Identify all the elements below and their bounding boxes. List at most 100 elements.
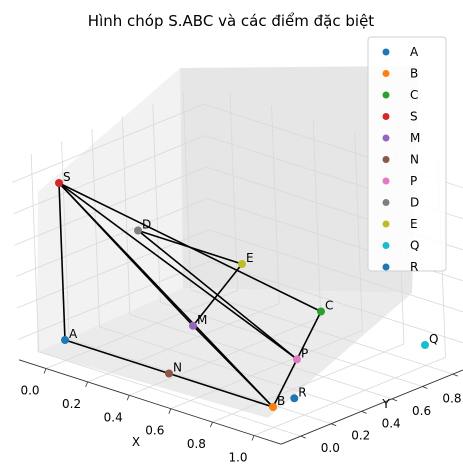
y-tick-label: 0.4 bbox=[382, 416, 401, 430]
grid-line bbox=[69, 338, 332, 425]
point-B bbox=[269, 403, 277, 411]
grid-line bbox=[253, 356, 446, 436]
tick-mark bbox=[452, 373, 458, 377]
grid-line bbox=[354, 132, 363, 331]
legend-label-E: E bbox=[410, 217, 418, 231]
point-S bbox=[55, 179, 63, 187]
x-tick-label: 0.2 bbox=[62, 397, 81, 411]
legend-label-S: S bbox=[410, 110, 418, 124]
y-tick-label: 0.2 bbox=[351, 429, 370, 443]
grid-line bbox=[312, 119, 322, 318]
point-label-A: A bbox=[69, 327, 78, 341]
tick-mark bbox=[251, 435, 255, 441]
tick-mark bbox=[300, 435, 306, 439]
edge-S-P bbox=[58, 182, 298, 360]
legend-marker-P bbox=[382, 177, 390, 185]
legend-label-P: P bbox=[410, 174, 417, 188]
tick-mark bbox=[210, 421, 213, 428]
grid-line bbox=[13, 135, 206, 215]
edge-M-E bbox=[192, 263, 243, 327]
pyramid-edges bbox=[58, 182, 322, 408]
point-E bbox=[238, 260, 246, 268]
legend-marker-N bbox=[382, 156, 390, 163]
x-tick-label: 0.0 bbox=[20, 384, 39, 398]
edge-M-B bbox=[192, 325, 274, 408]
legend-label-B: B bbox=[410, 67, 418, 81]
legend-marker-Q bbox=[382, 242, 390, 249]
point-label-S: S bbox=[63, 170, 71, 184]
point-P bbox=[293, 355, 301, 364]
legend-marker-C bbox=[382, 91, 390, 99]
point-N bbox=[165, 369, 173, 378]
chart-title: Hình chóp S.ABC và các điểm đặc biệt bbox=[88, 12, 375, 30]
point-label-P: P bbox=[301, 346, 308, 360]
legend-label-A: A bbox=[410, 45, 419, 59]
grid-line bbox=[152, 104, 161, 303]
legend-box bbox=[367, 36, 447, 272]
tick-mark bbox=[126, 395, 130, 401]
y-tick-label: 0.8 bbox=[442, 392, 461, 406]
legend-label-N: N bbox=[410, 153, 419, 167]
tick-labels: 0.00.20.40.60.81.00.00.20.40.60.81.00.00… bbox=[20, 368, 461, 465]
edge-D-E bbox=[137, 229, 243, 265]
point-R bbox=[290, 394, 299, 403]
legend-label-D: D bbox=[410, 196, 419, 210]
legend-marker-D bbox=[382, 199, 390, 206]
point-label-N: N bbox=[173, 361, 182, 375]
grid-line bbox=[38, 351, 301, 437]
point-label-M: M bbox=[197, 313, 207, 327]
x-tick-label: 0.6 bbox=[145, 424, 164, 438]
tick-mark bbox=[43, 368, 47, 374]
grid-line bbox=[18, 260, 210, 340]
tick-mark bbox=[168, 408, 172, 414]
y-tick-label: 0.6 bbox=[412, 404, 431, 418]
grid-line bbox=[45, 289, 238, 369]
grid-line bbox=[209, 260, 463, 344]
grid-line bbox=[14, 166, 207, 246]
legend-marker-E bbox=[382, 220, 390, 228]
grid-line bbox=[212, 343, 405, 423]
edge-S-A bbox=[58, 182, 66, 341]
grid-line bbox=[61, 141, 70, 340]
point-label-E: E bbox=[246, 251, 254, 265]
tick-mark bbox=[361, 410, 367, 414]
point-label-C: C bbox=[325, 299, 333, 313]
grid-line bbox=[160, 301, 423, 387]
point-C bbox=[317, 307, 325, 316]
x-tick-label: 0.8 bbox=[187, 437, 206, 451]
tick-mark bbox=[422, 386, 428, 389]
x-tick-label: 0.4 bbox=[104, 410, 123, 424]
grid-line bbox=[12, 103, 204, 183]
grid-line bbox=[271, 105, 280, 304]
axis-lines bbox=[18, 359, 463, 445]
floor-pane bbox=[37, 288, 412, 418]
grid-line bbox=[208, 229, 463, 313]
x-tick-label: 1.0 bbox=[228, 451, 247, 465]
legend-label-Q: Q bbox=[410, 239, 419, 253]
point-label-R: R bbox=[298, 385, 306, 399]
x-axis-line bbox=[18, 359, 282, 445]
grid-line bbox=[229, 92, 238, 291]
legend-marker-R bbox=[382, 263, 390, 271]
legend-marker-S bbox=[382, 113, 390, 120]
legend-label-M: M bbox=[410, 131, 420, 145]
legend-marker-M bbox=[382, 134, 390, 142]
grid-line bbox=[87, 303, 280, 383]
y-axis-line bbox=[280, 369, 463, 445]
point-A bbox=[61, 336, 69, 344]
grid-line bbox=[30, 153, 40, 352]
grid-line bbox=[182, 91, 192, 290]
point-label-B: B bbox=[277, 394, 285, 408]
grid-line bbox=[91, 129, 100, 327]
legend-marker-B bbox=[382, 70, 390, 77]
grid-line bbox=[99, 326, 362, 412]
grid-line bbox=[129, 314, 393, 400]
y-tick-label: 0.0 bbox=[321, 441, 340, 455]
point-label-D: D bbox=[142, 218, 151, 232]
axis-panes bbox=[37, 66, 419, 418]
tick-mark bbox=[391, 398, 398, 402]
legend-marker-A bbox=[382, 48, 390, 56]
